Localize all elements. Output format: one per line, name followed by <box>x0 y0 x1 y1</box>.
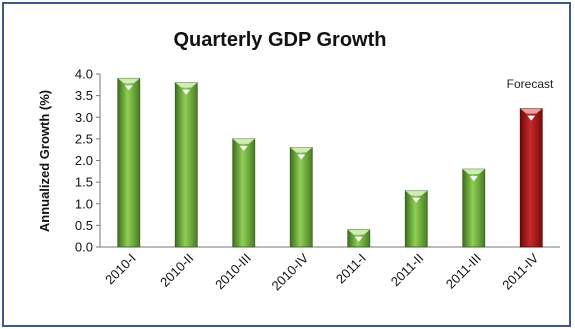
y-tick-label: 1.5 <box>75 175 93 190</box>
bar-2011-IV <box>519 108 543 248</box>
x-tick-label: 2010-I <box>102 251 139 288</box>
bar-bevel-2010-II <box>175 82 198 88</box>
y-tick-label: 3.0 <box>75 110 93 125</box>
x-tick-label: 2011-III <box>443 251 484 292</box>
bar-2010-III <box>232 138 256 248</box>
forecast-annotation: Forecast <box>507 77 554 91</box>
bar-2010-I <box>117 77 141 248</box>
bar-marker-2011-III <box>469 176 478 182</box>
y-tick-label: 0.5 <box>75 218 93 233</box>
bars <box>117 77 543 248</box>
y-tick-label: 0.0 <box>75 240 93 255</box>
x-tick-label: 2010-IV <box>269 250 312 293</box>
x-tick-label: 2010-III <box>212 251 254 293</box>
x-tick-label: 2011-II <box>388 251 427 290</box>
bar-bevel-2011-IV <box>520 108 543 114</box>
bar-2010-IV <box>289 147 313 248</box>
bar-marker-2010-II <box>182 89 191 95</box>
chart-frame <box>2 2 571 327</box>
y-tick-label: 1.0 <box>75 196 93 211</box>
bar-bevel-2010-III <box>232 138 255 144</box>
bar-marker-2010-III <box>239 145 248 151</box>
bar-marker-2010-I <box>124 85 133 91</box>
x-tick-label: 2011-IV <box>499 250 541 292</box>
bar-bevel-2010-I <box>117 78 140 84</box>
chart-title: Quarterly GDP Growth <box>173 29 386 51</box>
bar-bevel-2011-II <box>405 190 428 196</box>
bar-marker-2011-II <box>412 197 421 203</box>
bar-2010-II <box>174 82 198 248</box>
x-ticks: 2010-I 2010-II 2010-III 2010-IV 2011-I 2011-I… <box>102 250 541 293</box>
y-tick-label: 4.0 <box>75 67 93 82</box>
y-tick-label: 3.5 <box>75 88 93 103</box>
bar-bevel-2011-I <box>347 229 370 235</box>
bar-bevel-2010-IV <box>290 147 313 153</box>
x-tick-label: 2010-II <box>157 251 196 290</box>
y-tick-label: 2.5 <box>75 131 93 146</box>
bar-marker-2011-IV <box>527 115 536 121</box>
bar-bevel-2011-III <box>462 169 485 175</box>
bar-marker-2010-IV <box>297 154 306 160</box>
y-axis-label: Annualized Growth (%) <box>37 90 52 232</box>
x-tick-label: 2011-I <box>333 251 369 287</box>
y-tick-label: 2.0 <box>75 153 93 168</box>
y-ticks: 0.0 0.5 1.0 1.5 2.0 2.5 3.0 3.5 4.0 <box>75 67 100 255</box>
bar-marker-2011-I <box>354 236 363 242</box>
